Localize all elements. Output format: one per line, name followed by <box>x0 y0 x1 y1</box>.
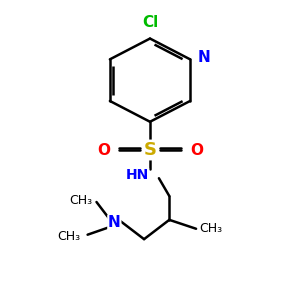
Text: N: N <box>198 50 210 65</box>
Text: CH₃: CH₃ <box>69 194 92 207</box>
Text: HN: HN <box>125 168 148 182</box>
Text: N: N <box>108 215 121 230</box>
Text: CH₃: CH₃ <box>199 222 222 235</box>
Text: O: O <box>97 142 110 158</box>
Text: CH₃: CH₃ <box>57 230 80 243</box>
Text: Cl: Cl <box>142 15 158 30</box>
Text: S: S <box>143 141 157 159</box>
Text: O: O <box>190 142 203 158</box>
